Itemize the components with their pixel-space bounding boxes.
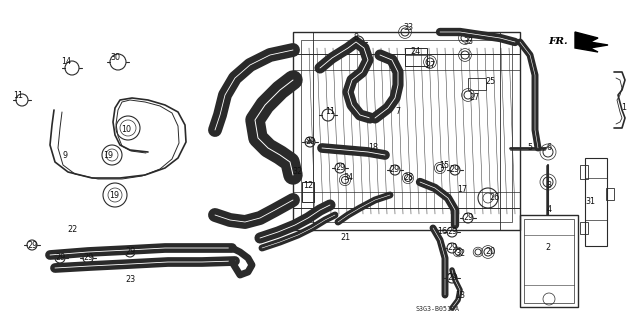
Text: 11: 11: [13, 91, 23, 100]
Text: 24: 24: [410, 47, 420, 57]
Text: 29: 29: [463, 213, 473, 222]
Polygon shape: [575, 32, 608, 52]
Text: 12: 12: [303, 180, 313, 189]
Text: 29: 29: [450, 165, 460, 174]
Text: 29: 29: [27, 241, 37, 250]
Bar: [405, 48, 427, 66]
Text: 10: 10: [121, 125, 131, 134]
Bar: [524, 219, 574, 303]
Text: 29: 29: [125, 247, 135, 257]
Bar: [585, 158, 607, 246]
Text: 6: 6: [547, 143, 552, 153]
Text: 29: 29: [55, 253, 65, 262]
Text: 16: 16: [437, 228, 447, 236]
Text: 29: 29: [335, 164, 345, 172]
Bar: [580, 222, 588, 234]
Text: 9: 9: [62, 150, 67, 159]
Text: 22: 22: [68, 226, 78, 235]
Text: FR.: FR.: [548, 37, 568, 46]
Text: 23: 23: [125, 276, 135, 284]
Text: 29: 29: [447, 244, 457, 252]
Text: 13: 13: [455, 292, 465, 300]
Text: 30: 30: [110, 53, 120, 62]
Text: 1: 1: [621, 103, 626, 113]
Text: 28: 28: [403, 173, 413, 182]
Text: 29: 29: [83, 253, 93, 262]
Text: 27: 27: [425, 60, 435, 69]
Bar: [302, 182, 314, 202]
Text: 34: 34: [343, 173, 353, 182]
Text: 20: 20: [485, 247, 495, 257]
Text: 29: 29: [390, 165, 400, 174]
Text: 15: 15: [439, 161, 449, 170]
Text: 18: 18: [368, 143, 378, 153]
Text: 19: 19: [103, 150, 113, 159]
Text: 8: 8: [353, 34, 359, 43]
Bar: [301, 40, 512, 222]
Text: 4: 4: [547, 205, 552, 214]
Text: 5: 5: [528, 143, 533, 153]
Text: 33: 33: [403, 23, 413, 33]
Text: 14: 14: [61, 58, 71, 67]
Text: 17: 17: [457, 186, 467, 195]
Text: 27: 27: [470, 93, 480, 102]
Text: 21: 21: [340, 234, 350, 243]
Text: 2: 2: [545, 244, 550, 252]
Text: 19: 19: [109, 190, 119, 199]
Bar: [580, 165, 588, 179]
Text: 31: 31: [585, 197, 595, 206]
Text: 26: 26: [489, 194, 499, 203]
Text: 29: 29: [447, 274, 457, 283]
Text: 25: 25: [485, 77, 495, 86]
Text: 11: 11: [325, 108, 335, 116]
Text: 29: 29: [305, 138, 315, 147]
Bar: [520, 215, 578, 307]
Text: 32: 32: [455, 249, 465, 258]
Text: S3G3-B0510A: S3G3-B0510A: [415, 306, 459, 312]
Bar: [293, 32, 520, 230]
Bar: [606, 188, 614, 200]
Text: 32: 32: [292, 167, 302, 177]
Bar: [468, 78, 486, 90]
Text: 33: 33: [463, 37, 473, 46]
Text: 7: 7: [396, 108, 401, 116]
Text: 3: 3: [547, 180, 552, 189]
Text: 29: 29: [447, 228, 457, 236]
